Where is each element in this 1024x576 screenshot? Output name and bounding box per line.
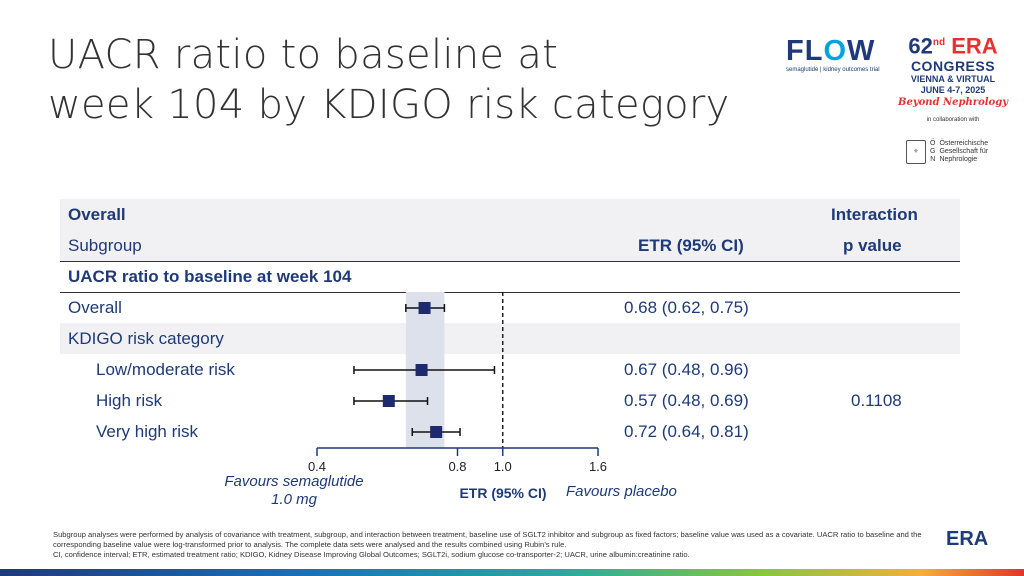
flow-logo-subtitle: semaglutide | kidney outcomes trial bbox=[786, 67, 880, 73]
x-axis-label: ETR (95% CI) bbox=[459, 485, 546, 501]
era-congress-logo: 62nd ERA CONGRESS VIENNA & VIRTUAL JUNE … bbox=[898, 30, 1008, 123]
x-tick-label: 0.8 bbox=[448, 459, 466, 474]
era-word: ERA bbox=[951, 33, 998, 59]
oegn-logo: ⚜ Ö G N Österreichische Gesellschaft für… bbox=[906, 140, 988, 164]
favours-semaglutide-dose: 1.0 mg bbox=[271, 491, 318, 508]
header-pvalue: p value bbox=[843, 236, 902, 255]
title-line-1: UACR ratio to baseline at bbox=[48, 32, 559, 78]
footnote: Subgroup analyses were performed by anal… bbox=[53, 530, 953, 560]
row-etr-value: 0.68 (0.62, 0.75) bbox=[624, 298, 749, 317]
header-interaction: Interaction bbox=[831, 205, 918, 224]
flow-logo-o: O bbox=[823, 35, 847, 67]
point-estimate-marker bbox=[382, 395, 395, 407]
row-label: Low/moderate risk bbox=[96, 360, 235, 379]
x-tick-label: 1.0 bbox=[494, 459, 512, 474]
point-estimate-marker bbox=[415, 364, 428, 376]
section-row: UACR ratio to baseline at week 104 bbox=[60, 261, 960, 292]
oegn-word: Nephrologie bbox=[939, 156, 978, 163]
oegn-emblem-icon: ⚜ bbox=[906, 140, 926, 164]
flow-logo-w: W bbox=[847, 35, 876, 67]
table-row: Overall 0.68 (0.62, 0.75) bbox=[60, 292, 960, 323]
row-p-value: 0.1108 bbox=[851, 391, 902, 410]
favours-semaglutide-label: Favours semaglutide bbox=[224, 473, 363, 490]
flow-trial-logo: FLOW semaglutide | kidney outcomes trial bbox=[786, 36, 896, 73]
era-congress-word: CONGRESS bbox=[910, 58, 996, 75]
x-tick-label: 1.6 bbox=[589, 459, 607, 474]
era-tagline: Beyond Nephrology bbox=[898, 97, 1009, 109]
row-label: High risk bbox=[96, 391, 163, 410]
title-line-2: week 104 by KDIGO risk category bbox=[48, 82, 730, 128]
table-header-row-2: Subgroup ETR (95% CI) p value bbox=[60, 230, 960, 261]
era-collab-text: in collaboration with bbox=[926, 117, 980, 124]
header-separator bbox=[60, 261, 960, 262]
row-label: KDIGO risk category bbox=[68, 329, 224, 348]
header-overall: Overall bbox=[68, 205, 126, 224]
header-etr: ETR (95% CI) bbox=[638, 236, 744, 255]
table-row: Very high risk 0.72 (0.64, 0.81) bbox=[60, 416, 960, 447]
oegn-letter: G bbox=[930, 148, 936, 155]
era-dates: JUNE 4-7, 2025 bbox=[920, 85, 986, 96]
row-label: Very high risk bbox=[96, 422, 199, 441]
oegn-letter: Ö bbox=[930, 140, 936, 147]
era-location: VIENNA & VIRTUAL bbox=[910, 74, 996, 85]
section-label: UACR ratio to baseline at week 104 bbox=[68, 267, 352, 286]
table-row: High risk 0.57 (0.48, 0.69) 0.1108 bbox=[60, 385, 960, 416]
section-separator bbox=[60, 292, 960, 293]
point-estimate-marker bbox=[430, 426, 443, 438]
row-etr-value: 0.72 (0.64, 0.81) bbox=[624, 422, 749, 441]
flow-logo-fl: FL bbox=[786, 35, 824, 67]
footnote-methods: Subgroup analyses were performed by anal… bbox=[53, 530, 922, 549]
oegn-word: Österreichische bbox=[939, 140, 989, 147]
x-tick-label: 0.4 bbox=[308, 459, 326, 474]
point-estimate-marker bbox=[418, 302, 431, 314]
era-bottom-logo: ERA bbox=[946, 528, 989, 550]
table-row: KDIGO risk category bbox=[60, 323, 960, 354]
era-number-suffix: nd bbox=[932, 37, 946, 48]
favours-placebo-label: Favours placebo bbox=[566, 483, 677, 500]
table-header-row-1: Overall Interaction bbox=[60, 199, 960, 230]
table-row: Low/moderate risk 0.67 (0.48, 0.96) bbox=[60, 354, 960, 385]
era-number: 62 bbox=[908, 33, 933, 59]
row-etr-value: 0.67 (0.48, 0.96) bbox=[624, 360, 749, 379]
header-subgroup: Subgroup bbox=[68, 236, 142, 255]
bottom-color-bar bbox=[0, 569, 1024, 576]
oegn-letter: N bbox=[930, 156, 936, 163]
footnote-abbreviations: CI, confidence interval; ETR, estimated … bbox=[53, 550, 690, 559]
row-etr-value: 0.57 (0.48, 0.69) bbox=[624, 391, 749, 410]
slide-title: UACR ratio to baseline at week 104 by KD… bbox=[48, 30, 768, 130]
oegn-word: Gesellschaft für bbox=[939, 148, 989, 155]
row-label: Overall bbox=[68, 298, 122, 317]
